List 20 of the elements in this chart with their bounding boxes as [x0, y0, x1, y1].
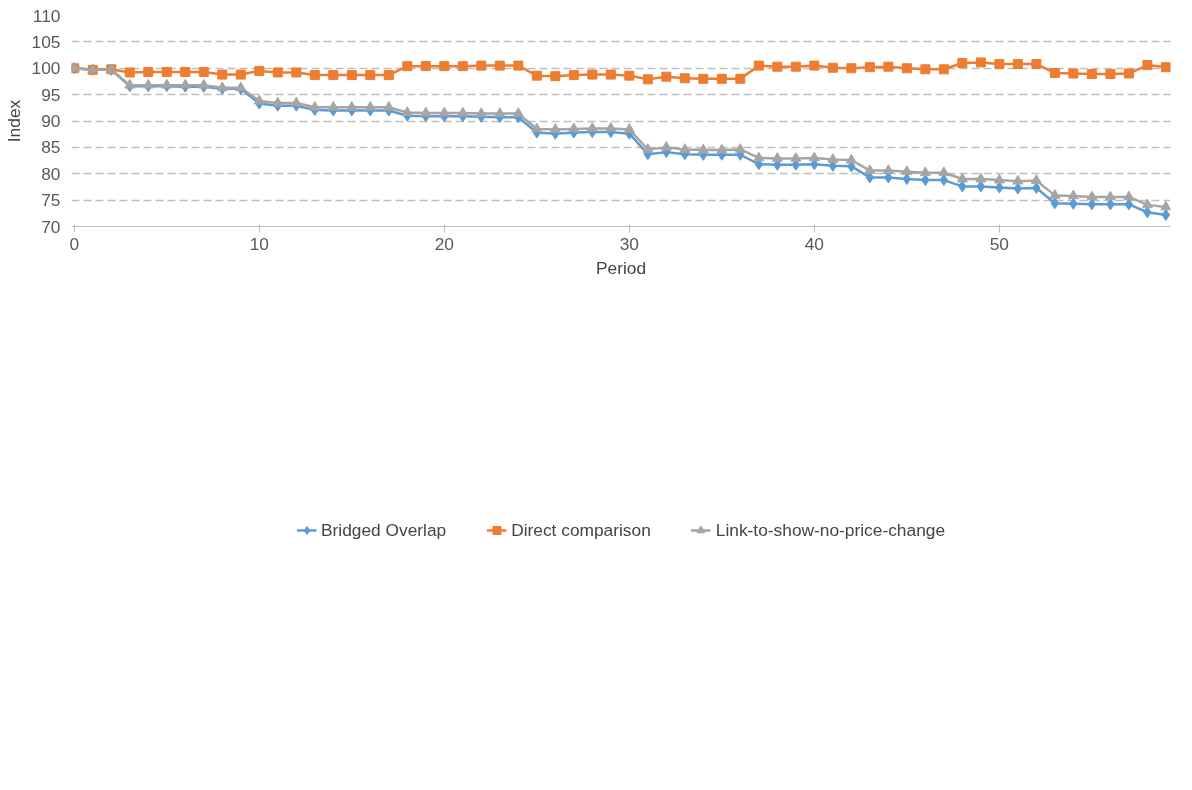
y-tick-label: 90: [41, 111, 61, 131]
x-axis-title: Period: [595, 257, 647, 278]
legend-label: Direct comparison: [511, 519, 651, 541]
y-tick-label: 100: [31, 58, 61, 79]
y-tick-label: 105: [31, 31, 61, 52]
legend-label: Bridged Overlap: [320, 519, 447, 541]
x-tick-label: 30: [619, 233, 639, 254]
x-tick-label: 40: [804, 233, 824, 254]
x-tick-label: 20: [434, 233, 454, 254]
legend-label: Link-to-show-no-price-change: [715, 519, 946, 541]
y-tick-label: 80: [41, 163, 61, 184]
y-tick-label: 75: [41, 190, 61, 211]
x-tick-label: 50: [989, 233, 1009, 254]
y-tick-label: 70: [41, 216, 61, 237]
y-tick-label: 85: [41, 137, 61, 158]
y-axis-title: Index: [3, 99, 24, 143]
y-tick-label: 95: [41, 84, 61, 105]
x-tick-label: 0: [69, 233, 80, 254]
x-tick-label: 10: [249, 233, 269, 254]
y-tick-label: 110: [32, 5, 61, 26]
